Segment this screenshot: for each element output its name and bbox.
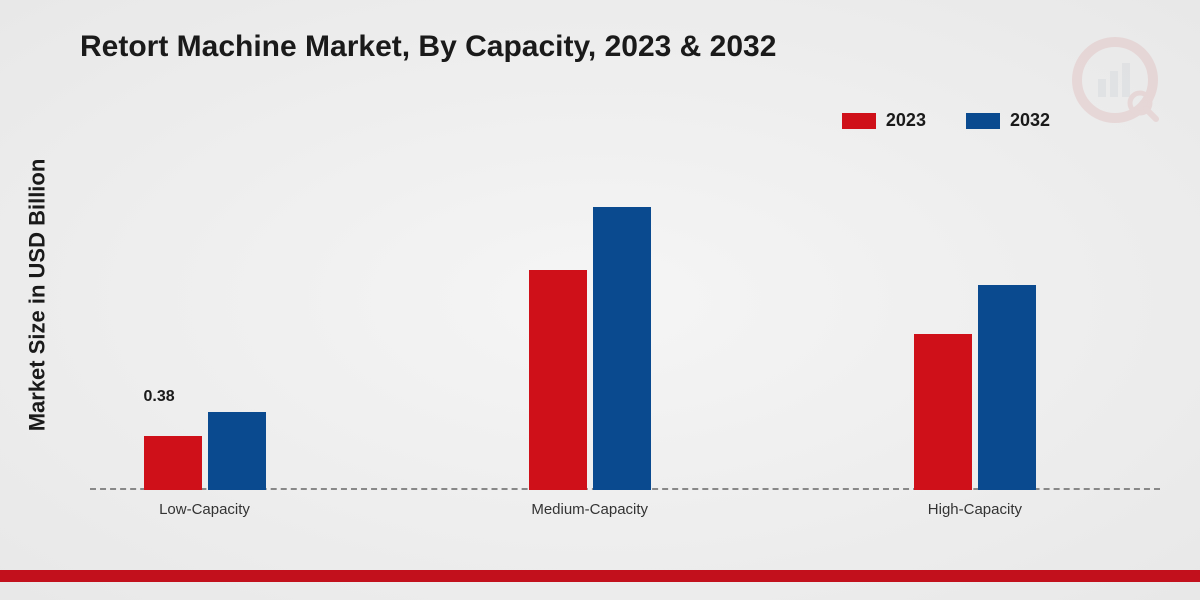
category-label-low: Low-Capacity: [159, 501, 250, 518]
legend-label-2032: 2032: [1010, 110, 1050, 131]
bar-low-2032: [208, 412, 266, 490]
footer-accent-bar: [0, 570, 1200, 582]
category-label-medium: Medium-Capacity: [531, 501, 648, 518]
legend-label-2023: 2023: [886, 110, 926, 131]
legend-swatch-2023: [842, 113, 876, 129]
legend-item-2032: 2032: [966, 110, 1050, 131]
bar-group-high: High-Capacity: [914, 285, 1036, 490]
legend: 2023 2032: [842, 110, 1050, 131]
legend-item-2023: 2023: [842, 110, 926, 131]
bar-high-2032: [978, 285, 1036, 490]
y-axis-label-wrap: Market Size in USD Billion: [22, 120, 52, 470]
value-label-low-2023: 0.38: [144, 388, 175, 406]
plot-area: 0.38 Low-Capacity Medium-Capacity High-C…: [90, 150, 1160, 490]
y-axis-label: Market Size in USD Billion: [24, 159, 50, 432]
bar-group-low: 0.38 Low-Capacity: [144, 412, 266, 490]
legend-swatch-2032: [966, 113, 1000, 129]
bar-medium-2023: [529, 270, 587, 490]
bar-low-2023: 0.38: [144, 436, 202, 490]
bar-medium-2032: [593, 207, 651, 490]
chart-title: Retort Machine Market, By Capacity, 2023…: [80, 30, 776, 64]
category-label-high: High-Capacity: [928, 501, 1022, 518]
bar-group-medium: Medium-Capacity: [529, 207, 651, 490]
bar-high-2023: [914, 334, 972, 490]
watermark-logo: [1070, 35, 1160, 130]
